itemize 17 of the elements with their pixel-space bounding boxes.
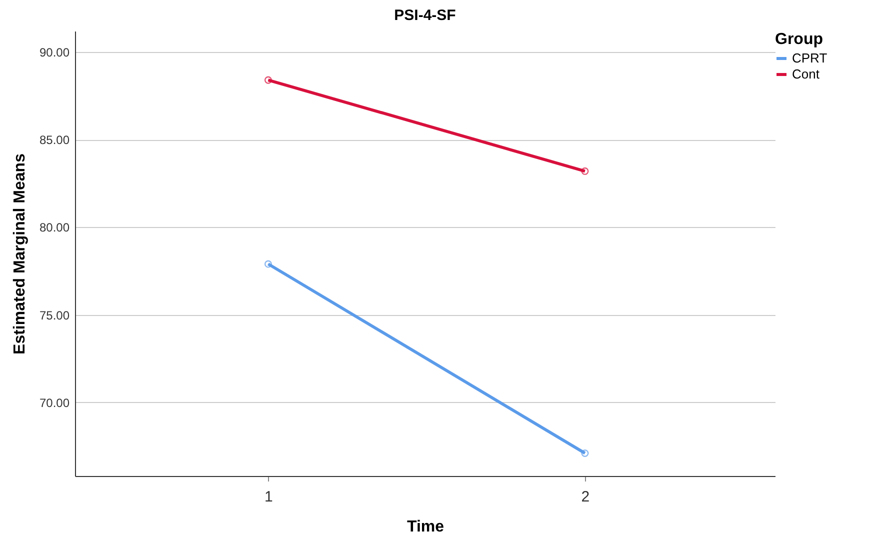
legend-label: Cont <box>792 66 820 82</box>
point <box>581 449 589 457</box>
y-tick-label: 75.00 <box>39 308 70 322</box>
chart-title: PSI-4-SF <box>394 7 456 24</box>
point <box>581 167 589 175</box>
y-tick-label: 70.00 <box>39 396 70 410</box>
point <box>264 76 272 84</box>
x-tick-label: 2 <box>581 488 590 506</box>
x-axis-title: Time <box>406 518 444 536</box>
x-tick-label: 1 <box>264 488 273 506</box>
y-axis-title: Estimated Marginal Means <box>11 153 28 354</box>
y-tick-label: 85.00 <box>39 133 70 148</box>
legend-label: CPRT <box>792 50 828 66</box>
point <box>264 260 272 268</box>
y-tick-label: 90.00 <box>39 46 70 60</box>
legend-title: Group <box>775 31 824 48</box>
y-tick-label: 80.00 <box>39 220 70 235</box>
